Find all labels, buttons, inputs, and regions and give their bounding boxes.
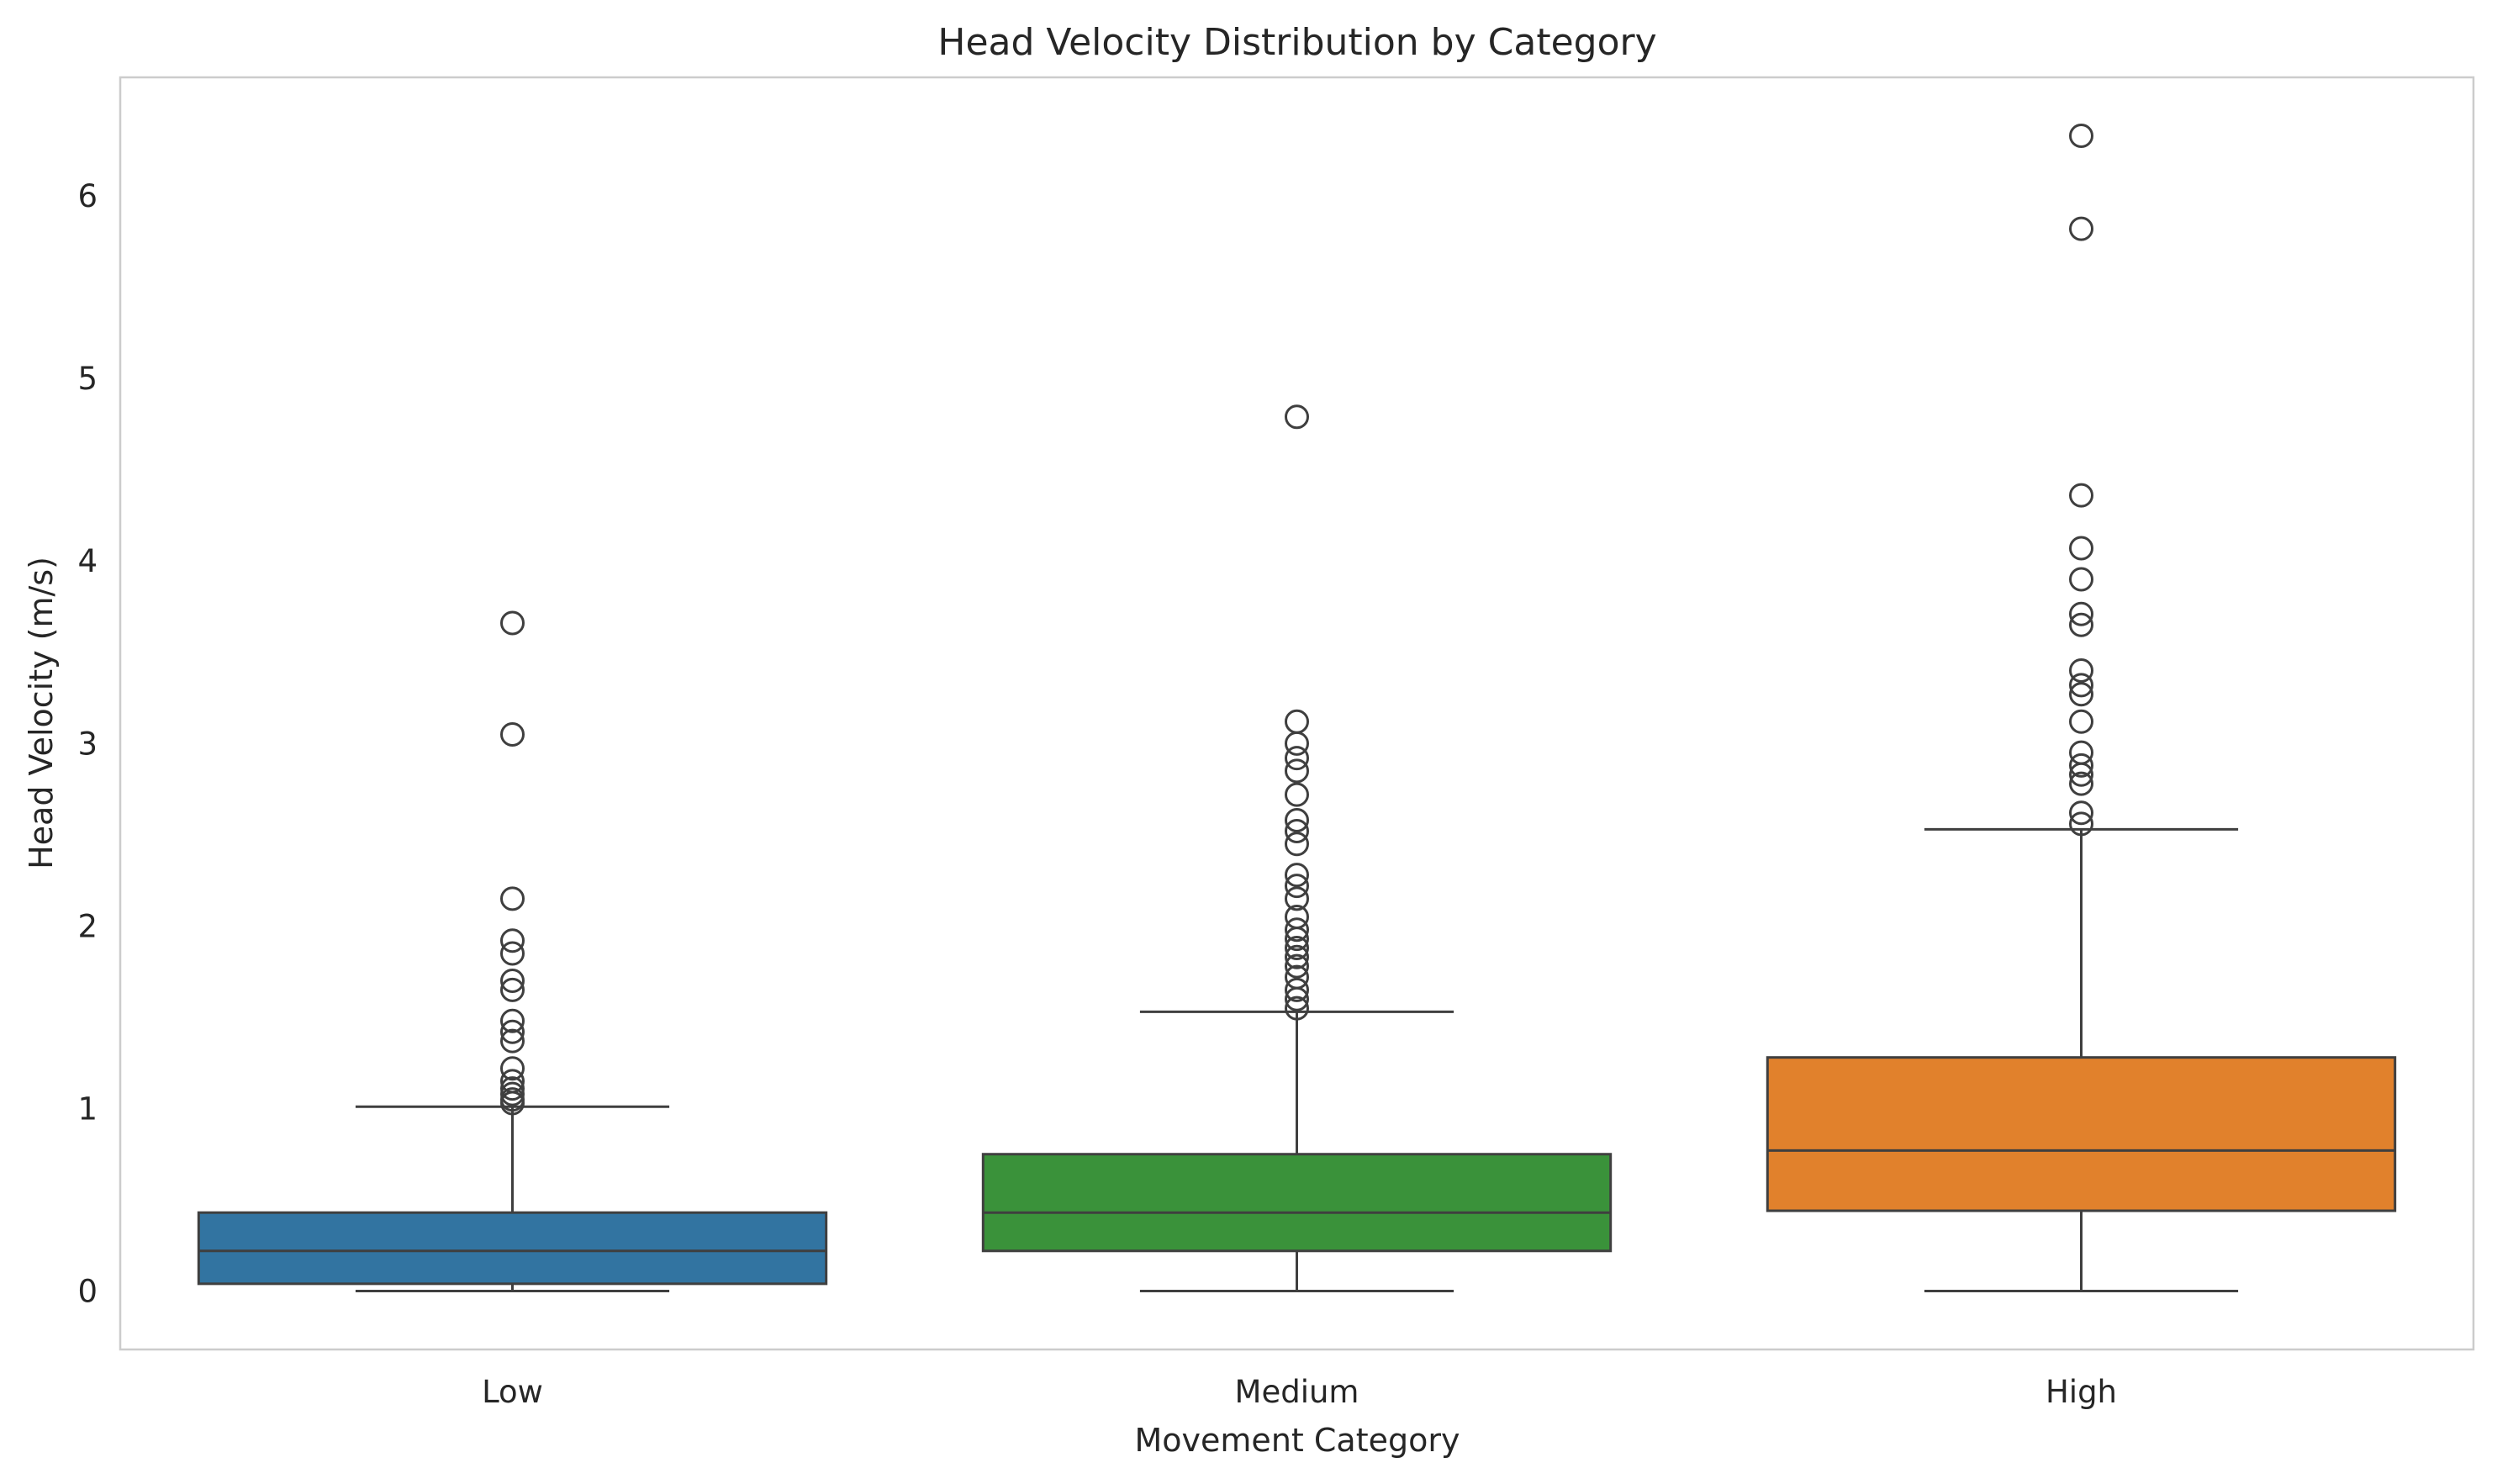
interquartile-box [981, 1153, 1613, 1253]
outlier-point [1285, 917, 1309, 943]
y-tick-label: 6 [77, 178, 98, 214]
y-axis-label: Head Velocity (m/s) [23, 557, 60, 869]
outlier-point [2069, 673, 2093, 698]
outlier-point [1285, 886, 1309, 911]
box-group-high [1766, 123, 2397, 1293]
outlier-point [500, 969, 525, 994]
outlier-point [2069, 771, 2093, 796]
outlier-point [500, 941, 525, 966]
outlier-point [2069, 612, 2093, 637]
outlier-point [2069, 567, 2093, 592]
x-tick-label: Low [482, 1374, 543, 1410]
outlier-point [2069, 123, 2093, 148]
box-group-medium [981, 404, 1613, 1293]
outlier-point [2069, 682, 2093, 707]
outlier-point [1285, 935, 1309, 960]
outlier-point [1285, 832, 1309, 857]
outlier-point [1285, 863, 1309, 888]
outlier-point [2069, 811, 2093, 837]
outlier-point [500, 1076, 525, 1101]
y-tick-label: 2 [77, 908, 98, 944]
outlier-point [500, 1087, 525, 1112]
outlier-point [500, 1081, 525, 1106]
outlier-point [2069, 216, 2093, 241]
x-axis-ticks: Low Medium High [482, 1374, 2117, 1410]
outlier-point [1285, 782, 1309, 807]
outlier-point [500, 610, 525, 636]
outlier-point [2069, 483, 2093, 508]
outlier-point [500, 1008, 525, 1033]
outlier-point [2069, 658, 2093, 683]
plot-area-frame [119, 76, 2475, 1351]
outlier-point [2069, 800, 2093, 826]
outlier-point [1285, 964, 1309, 990]
outlier-point [2069, 740, 2093, 765]
outlier-point [500, 1019, 525, 1044]
outlier-point [1285, 995, 1309, 1021]
y-tick-label: 5 [77, 361, 98, 397]
y-tick-label: 4 [77, 543, 98, 579]
outlier-point [500, 1028, 525, 1054]
outlier-point [1285, 874, 1309, 899]
outlier-point [500, 1069, 525, 1094]
outlier-point [1285, 807, 1309, 832]
outlier-point [1285, 746, 1309, 771]
outlier-point [1285, 819, 1309, 844]
interquartile-box [1766, 1056, 2397, 1212]
interquartile-box [197, 1211, 828, 1286]
outlier-point [1285, 404, 1309, 430]
x-axis-label: Movement Category [1135, 1422, 1460, 1459]
outlier-point [2069, 601, 2093, 626]
outlier-point [500, 1056, 525, 1081]
outlier-point [1285, 709, 1309, 734]
outlier-point [2069, 753, 2093, 778]
y-tick-label: 0 [77, 1274, 98, 1310]
box-series [197, 123, 2397, 1293]
outlier-point [500, 886, 525, 911]
outlier-point [1285, 758, 1309, 784]
y-tick-label: 1 [77, 1091, 98, 1127]
outlier-point [500, 977, 525, 1002]
box-group-low [197, 610, 828, 1293]
outlier-point [1285, 977, 1309, 1002]
y-axis-ticks: 0 1 2 3 4 5 6 [77, 178, 98, 1309]
x-tick-label: High [2046, 1374, 2117, 1410]
outlier-point [2069, 709, 2093, 734]
outlier-point [1285, 944, 1309, 969]
outlier-point [2069, 536, 2093, 561]
chart-title: Head Velocity Distribution by Category [937, 21, 1656, 64]
y-tick-label: 3 [77, 726, 98, 762]
outlier-point [500, 928, 525, 953]
outlier-point [1285, 905, 1309, 930]
outlier-point [500, 721, 525, 747]
x-tick-label: Medium [1235, 1374, 1359, 1410]
outlier-point [1285, 953, 1309, 979]
